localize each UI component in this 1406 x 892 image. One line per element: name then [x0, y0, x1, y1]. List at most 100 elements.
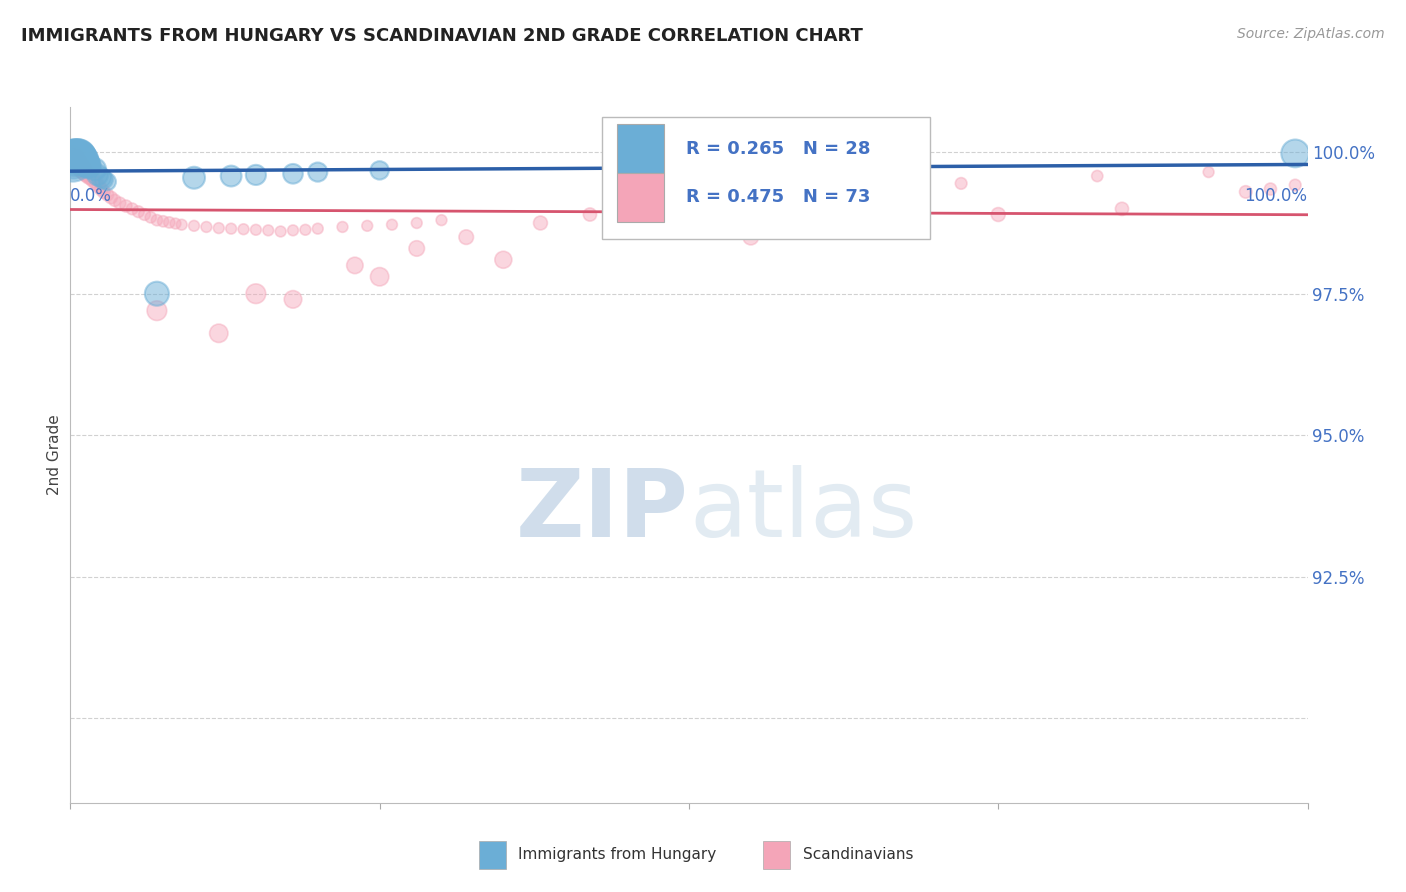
- Text: IMMIGRANTS FROM HUNGARY VS SCANDINAVIAN 2ND GRADE CORRELATION CHART: IMMIGRANTS FROM HUNGARY VS SCANDINAVIAN …: [21, 27, 863, 45]
- Point: [75, 156, 97, 170]
- Point: [950, 177, 973, 191]
- Point: [405, 242, 427, 256]
- Point: [146, 213, 169, 227]
- Point: [529, 216, 551, 230]
- Point: [281, 223, 304, 237]
- Point: [157, 215, 180, 229]
- Text: 100.0%: 100.0%: [1244, 187, 1308, 205]
- Point: [245, 223, 267, 237]
- Point: [65, 150, 87, 164]
- Point: [65, 153, 87, 168]
- Point: [343, 259, 366, 273]
- Point: [281, 167, 304, 181]
- Point: [90, 182, 112, 196]
- Point: [69, 149, 91, 163]
- Point: [208, 326, 231, 341]
- Point: [75, 165, 97, 179]
- Point: [115, 199, 138, 213]
- Point: [678, 196, 700, 211]
- Point: [62, 153, 84, 168]
- Point: [73, 163, 96, 178]
- Point: [219, 169, 242, 183]
- Point: [72, 162, 94, 177]
- Point: [63, 152, 86, 166]
- Point: [219, 221, 242, 235]
- Point: [183, 219, 205, 233]
- Point: [579, 207, 602, 221]
- Point: [307, 165, 329, 179]
- Point: [60, 151, 83, 165]
- Text: Scandinavians: Scandinavians: [803, 847, 914, 863]
- Point: [1085, 169, 1108, 183]
- Point: [232, 222, 254, 236]
- FancyBboxPatch shape: [478, 841, 506, 869]
- Point: [270, 225, 292, 239]
- Point: [127, 204, 149, 219]
- Point: [332, 219, 354, 234]
- Point: [67, 149, 90, 163]
- Text: 0.0%: 0.0%: [70, 187, 112, 205]
- Point: [108, 196, 131, 211]
- Point: [93, 172, 115, 186]
- Point: [65, 155, 87, 169]
- Point: [170, 218, 193, 232]
- Point: [80, 170, 103, 185]
- Point: [86, 168, 108, 182]
- Text: Immigrants from Hungary: Immigrants from Hungary: [519, 847, 717, 863]
- Point: [96, 175, 118, 189]
- Point: [66, 156, 89, 170]
- Point: [1284, 146, 1306, 161]
- Point: [368, 163, 391, 178]
- Text: atlas: atlas: [689, 465, 917, 557]
- Point: [146, 303, 169, 318]
- Point: [63, 152, 86, 166]
- Point: [146, 286, 169, 301]
- FancyBboxPatch shape: [602, 118, 931, 239]
- Point: [678, 160, 700, 174]
- FancyBboxPatch shape: [617, 173, 664, 222]
- Point: [801, 185, 824, 199]
- Point: [294, 223, 316, 237]
- Point: [76, 158, 98, 172]
- Point: [257, 223, 280, 237]
- Point: [66, 149, 89, 163]
- Point: [245, 168, 267, 182]
- Y-axis label: 2nd Grade: 2nd Grade: [46, 415, 62, 495]
- Point: [75, 167, 97, 181]
- Point: [139, 211, 162, 225]
- Point: [65, 151, 87, 165]
- Point: [165, 217, 187, 231]
- Point: [77, 169, 100, 183]
- Text: Source: ZipAtlas.com: Source: ZipAtlas.com: [1237, 27, 1385, 41]
- Text: R = 0.475   N = 73: R = 0.475 N = 73: [686, 188, 870, 206]
- Point: [73, 152, 96, 166]
- Point: [281, 293, 304, 307]
- Point: [1284, 178, 1306, 193]
- FancyBboxPatch shape: [617, 125, 664, 173]
- Point: [83, 173, 105, 187]
- FancyBboxPatch shape: [763, 841, 790, 869]
- Point: [84, 177, 107, 191]
- Point: [356, 219, 378, 233]
- Point: [72, 151, 94, 165]
- Point: [69, 160, 91, 174]
- Point: [307, 221, 329, 235]
- Point: [368, 269, 391, 284]
- Point: [96, 187, 118, 202]
- Point: [134, 207, 156, 221]
- Point: [75, 153, 97, 168]
- Point: [84, 162, 107, 177]
- Point: [430, 213, 453, 227]
- Point: [740, 230, 762, 244]
- Point: [1260, 182, 1282, 196]
- Point: [90, 170, 112, 185]
- Point: [987, 207, 1010, 221]
- Point: [62, 150, 84, 164]
- Point: [1198, 165, 1220, 179]
- Point: [67, 158, 90, 172]
- Point: [100, 190, 122, 204]
- Point: [208, 221, 231, 235]
- Point: [863, 219, 886, 233]
- Point: [245, 286, 267, 301]
- Point: [195, 219, 218, 234]
